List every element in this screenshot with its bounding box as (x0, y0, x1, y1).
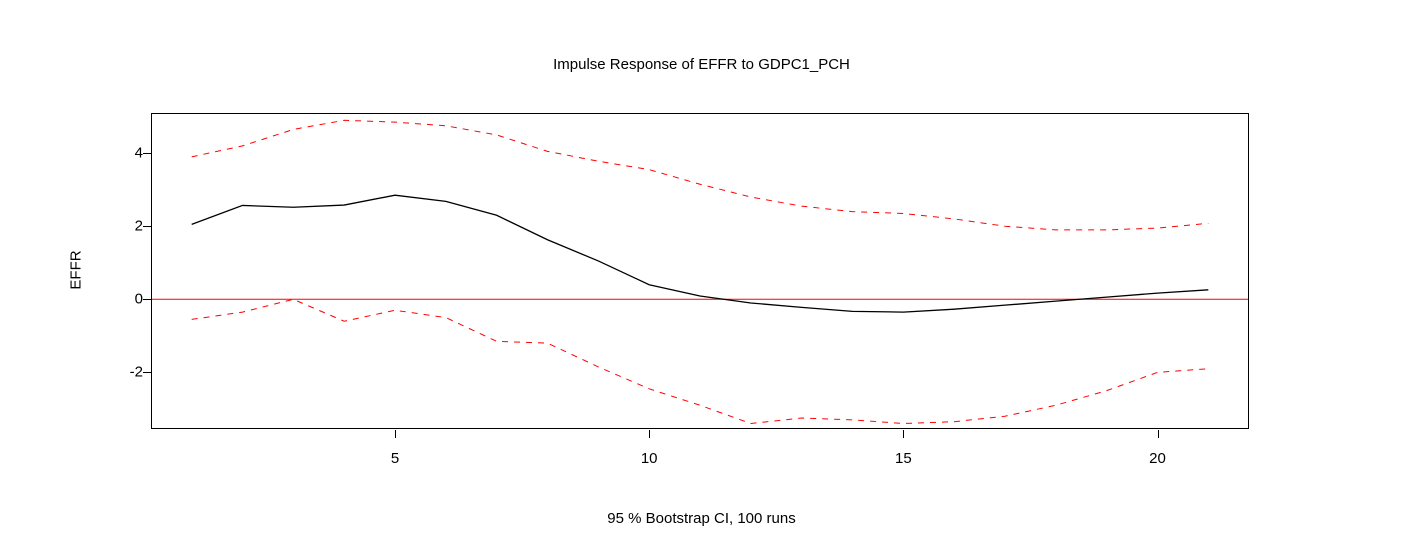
x-tick-label: 20 (1149, 450, 1166, 467)
y-tick-label: 2 (135, 218, 143, 235)
y-tick-mark (143, 299, 151, 300)
x-tick-label: 10 (641, 450, 658, 467)
y-tick-mark (143, 372, 151, 373)
x-tick-mark (903, 430, 904, 438)
y-axis-label: EFFR (68, 250, 85, 289)
plot-area (151, 113, 1249, 429)
x-tick-mark (395, 430, 396, 438)
y-tick-mark (143, 153, 151, 154)
x-tick-mark (1158, 430, 1159, 438)
x-tick-mark (649, 430, 650, 438)
chart-title: Impulse Response of EFFR to GDPC1_PCH (0, 56, 1403, 73)
y-tick-mark (143, 226, 151, 227)
y-tick-label: 4 (135, 145, 143, 162)
y-tick-label: -2 (130, 364, 143, 381)
x-tick-label: 15 (895, 450, 912, 467)
chart-subtitle: 95 % Bootstrap CI, 100 runs (0, 510, 1403, 527)
y-tick-label: 0 (135, 291, 143, 308)
x-tick-label: 5 (391, 450, 399, 467)
plot-border (151, 113, 1249, 429)
